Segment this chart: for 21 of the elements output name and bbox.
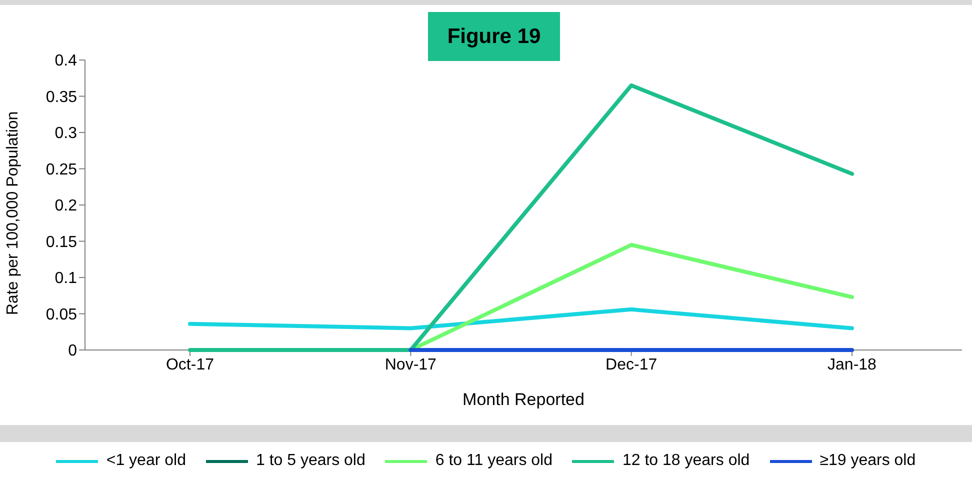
y-tick-label: 0.35 — [46, 88, 78, 106]
x-axis-title: Month Reported — [462, 390, 584, 409]
y-tick-label: 0.05 — [46, 306, 78, 324]
x-tick-label: Dec-17 — [606, 356, 658, 374]
x-tick-label: Jan-18 — [828, 356, 877, 374]
legend-label: 12 to 18 years old — [622, 452, 750, 470]
y-tick-label: 0.15 — [46, 234, 78, 251]
x-tick-label: Nov-17 — [384, 356, 437, 374]
legend-label: 1 to 5 years old — [256, 452, 366, 470]
y-tick-label: 0.2 — [54, 198, 78, 215]
y-axis-title: Rate per 100,000 Population — [4, 111, 22, 315]
y-tick-label: 0 — [68, 342, 78, 360]
legend-label: <1 year old — [106, 452, 186, 470]
chart-title: Figure 19 — [428, 12, 560, 61]
x-tick-label: Oct-17 — [166, 356, 214, 374]
y-tick-label: 0.1 — [54, 270, 78, 288]
y-tick-label: 0.4 — [54, 52, 78, 70]
y-tick-label: 0.25 — [46, 161, 78, 178]
y-tick-label: 0.3 — [54, 125, 78, 142]
legend-label: 6 to 11 years old — [435, 452, 552, 470]
legend-label: ≥19 years old — [820, 452, 916, 470]
